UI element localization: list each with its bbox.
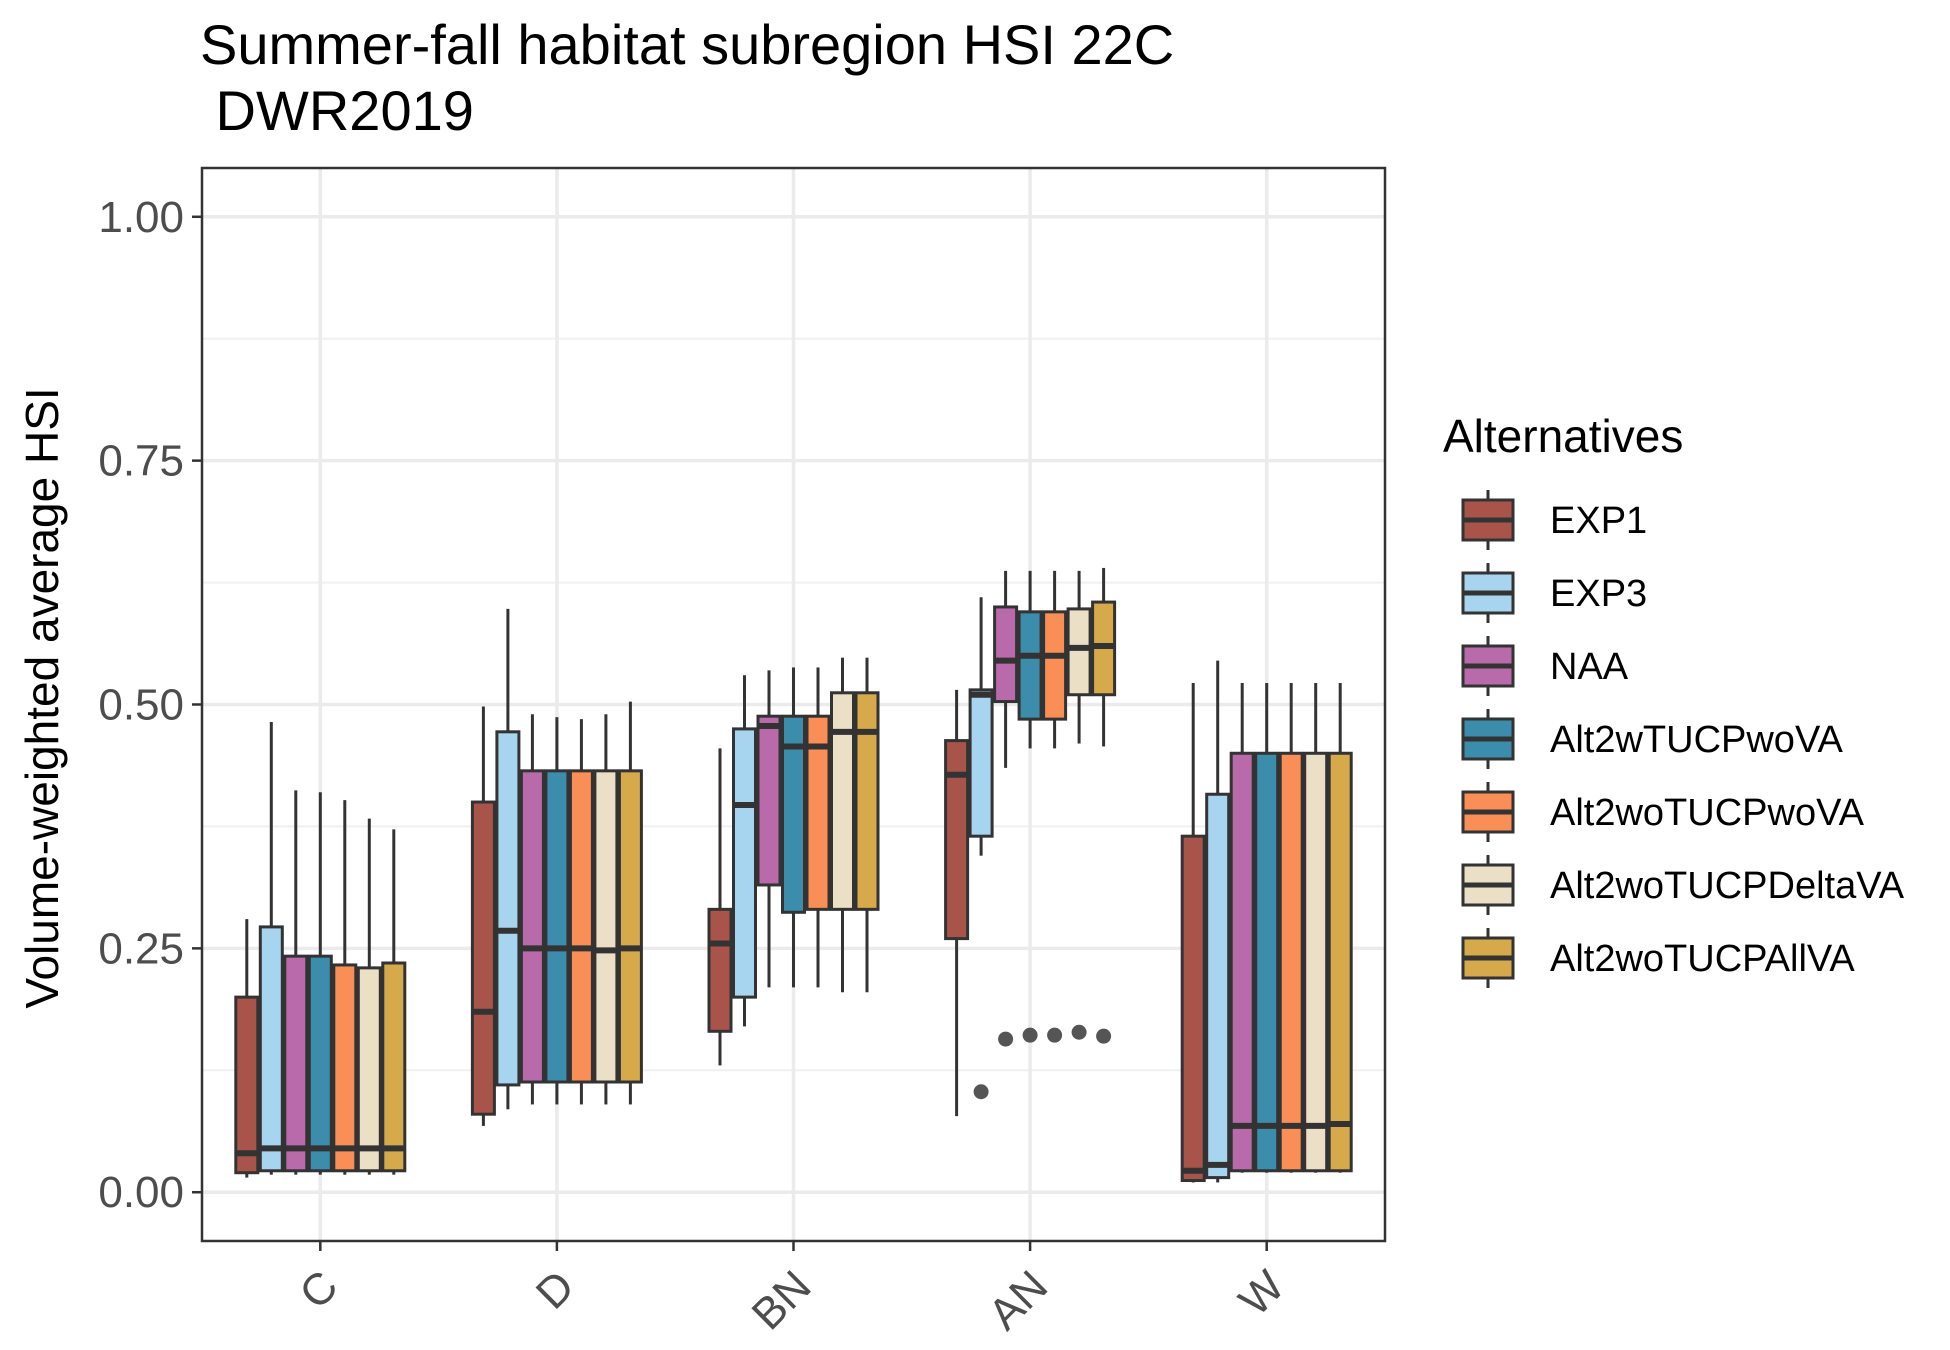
box-body	[1278, 751, 1304, 1173]
box-body	[470, 800, 496, 1116]
box-outlier-point	[1096, 1028, 1112, 1044]
x-tick-label: D	[527, 1261, 584, 1318]
legend-label: EXP1	[1550, 500, 1647, 542]
box-body	[944, 739, 970, 941]
box-body	[1066, 607, 1092, 697]
box-body	[1303, 751, 1329, 1173]
box-body	[756, 714, 782, 887]
y-tick-label: 0.25	[98, 924, 184, 973]
legend-item: NAA	[1461, 636, 1629, 696]
y-axis-title: Volume-weighted average HSI	[16, 387, 68, 1008]
box-body	[234, 995, 260, 1175]
y-tick-label: 0.75	[98, 437, 184, 486]
legend-label: NAA	[1550, 646, 1629, 688]
box-outlier-point	[1047, 1027, 1063, 1043]
box-body	[1180, 834, 1206, 1183]
box-body	[993, 605, 1019, 704]
legend-label: Alt2woTUCPAllVA	[1550, 938, 1855, 980]
legend-item: EXP1	[1461, 490, 1647, 550]
box-outlier-point	[973, 1084, 989, 1100]
box-body	[332, 963, 358, 1173]
legend-item: Alt2wTUCPwoVA	[1461, 709, 1843, 769]
box-body	[1327, 751, 1353, 1173]
chart-title-line1: Summer-fall habitat subregion HSI 22C	[200, 13, 1174, 76]
legend-item: EXP3	[1461, 563, 1647, 623]
x-tick-label: BN	[743, 1261, 821, 1339]
box-body	[1229, 751, 1255, 1173]
legend-title: Alternatives	[1443, 410, 1683, 462]
box-body	[568, 769, 594, 1084]
y-tick-label: 0.00	[98, 1168, 184, 1217]
x-tick-label: C	[290, 1261, 347, 1318]
box-body	[544, 769, 570, 1084]
legend-label: Alt2woTUCPwoVA	[1550, 792, 1865, 834]
box-outlier-point	[1071, 1024, 1087, 1040]
box-body	[381, 961, 407, 1173]
legend-item: Alt2woTUCPAllVA	[1461, 928, 1855, 988]
legend-label: Alt2woTUCPDeltaVA	[1550, 865, 1905, 907]
legend-item: Alt2woTUCPwoVA	[1461, 782, 1865, 842]
box-body	[1042, 610, 1068, 721]
box-body	[1254, 751, 1280, 1173]
box-body	[781, 714, 806, 914]
legend-label: Alt2wTUCPwoVA	[1550, 719, 1843, 761]
chart-title-line2: DWR2019	[200, 79, 474, 142]
box-body	[805, 714, 831, 911]
box-outlier-point	[998, 1031, 1014, 1047]
box-body	[1017, 610, 1043, 721]
legend-item: Alt2woTUCPDeltaVA	[1461, 855, 1905, 915]
legend-label: EXP3	[1550, 573, 1647, 615]
box-body	[495, 730, 521, 1087]
box-body	[707, 907, 733, 1033]
box-outlier-point	[1022, 1027, 1038, 1043]
box-body	[1205, 792, 1231, 1180]
box-body	[968, 688, 994, 838]
box-body	[732, 727, 757, 999]
x-tick-label: AN	[979, 1261, 1057, 1339]
box-body	[258, 925, 284, 1173]
y-tick-label: 1.00	[98, 193, 184, 242]
box-body	[854, 691, 880, 911]
box-body	[356, 966, 382, 1173]
x-tick-label: W	[1230, 1261, 1294, 1325]
box-body	[283, 954, 309, 1173]
box-body	[593, 769, 619, 1084]
box-body	[617, 769, 643, 1084]
box-body	[307, 954, 333, 1173]
y-tick-label: 0.50	[98, 681, 184, 730]
box-body	[830, 691, 855, 911]
box-body	[519, 769, 545, 1084]
